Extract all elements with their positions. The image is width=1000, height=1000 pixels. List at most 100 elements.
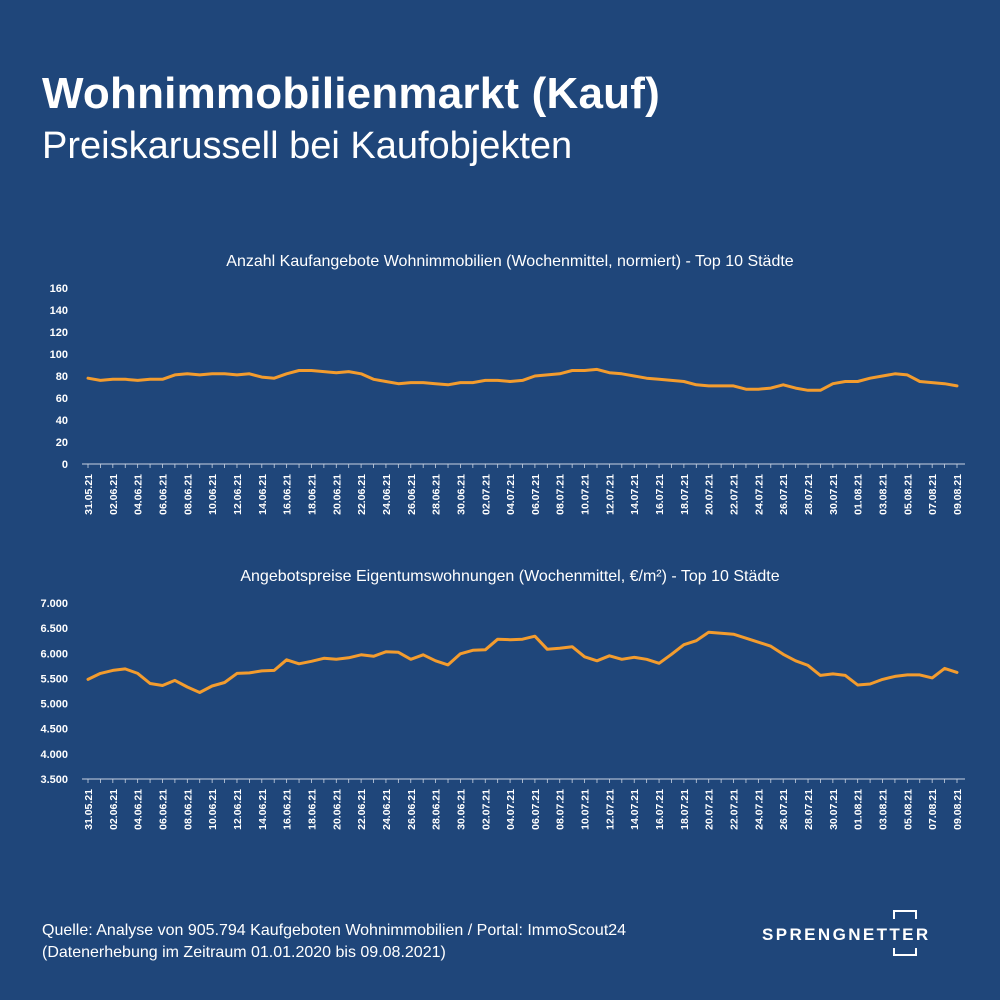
x-tick-label: 08.07.21 <box>555 474 567 515</box>
x-tick-label: 30.06.21 <box>455 789 467 830</box>
data-point <box>310 369 313 372</box>
x-tick-label: 06.07.21 <box>530 474 542 515</box>
data-point <box>794 387 797 390</box>
x-tick-label: 12.06.21 <box>232 789 244 830</box>
data-point <box>757 641 760 644</box>
data-point <box>956 384 959 387</box>
data-point <box>397 382 400 385</box>
data-point <box>720 632 723 635</box>
y-tick-label: 100 <box>50 349 68 361</box>
y-tick-label: 6.000 <box>40 648 68 660</box>
data-point <box>757 388 760 391</box>
data-point <box>856 683 859 686</box>
x-tick-label: 28.07.21 <box>803 474 815 515</box>
data-point <box>372 655 375 658</box>
data-point <box>248 372 251 375</box>
data-point <box>695 383 698 386</box>
x-tick-label: 10.07.21 <box>580 789 592 830</box>
x-tick-label: 18.06.21 <box>306 474 318 515</box>
data-point <box>248 671 251 674</box>
y-tick-label: 5.000 <box>40 699 68 711</box>
data-point <box>422 381 425 384</box>
data-point <box>273 669 276 672</box>
data-point <box>484 379 487 382</box>
data-point <box>260 669 263 672</box>
x-tick-label: 20.06.21 <box>331 789 343 830</box>
data-point <box>173 679 176 682</box>
y-tick-label: 80 <box>56 371 68 383</box>
data-point <box>869 377 872 380</box>
x-tick-label: 04.06.21 <box>133 789 145 830</box>
data-point <box>844 674 847 677</box>
data-point <box>161 684 164 687</box>
y-tick-label: 4.000 <box>40 749 68 761</box>
data-point <box>956 671 959 674</box>
data-point <box>322 370 325 373</box>
data-point <box>223 681 226 684</box>
x-tick-label: 22.07.21 <box>729 474 741 515</box>
data-point <box>769 387 772 390</box>
data-point <box>447 383 450 386</box>
data-point <box>682 643 685 646</box>
data-point <box>931 381 934 384</box>
data-point <box>285 372 288 375</box>
data-point <box>422 653 425 656</box>
x-tick-label: 26.07.21 <box>778 789 790 830</box>
data-point <box>546 373 549 376</box>
data-point <box>124 378 127 381</box>
x-tick-label: 12.07.21 <box>604 789 616 830</box>
x-tick-label: 12.06.21 <box>232 474 244 515</box>
data-point <box>931 676 934 679</box>
data-point <box>707 631 710 634</box>
data-point <box>807 389 810 392</box>
x-tick-label: 24.07.21 <box>753 474 765 515</box>
data-point <box>87 678 90 681</box>
data-point <box>881 678 884 681</box>
data-point <box>819 389 822 392</box>
data-point <box>298 662 301 665</box>
data-point <box>807 664 810 667</box>
series-line <box>86 630 959 694</box>
x-tick-label: 06.06.21 <box>157 474 169 515</box>
data-point <box>893 372 896 375</box>
data-point <box>558 647 561 650</box>
data-point <box>459 381 462 384</box>
data-point <box>583 655 586 658</box>
x-tick-label: 07.08.21 <box>927 789 939 830</box>
x-tick-label: 18.07.21 <box>679 789 691 830</box>
data-point <box>856 380 859 383</box>
data-point <box>707 384 710 387</box>
logo-frame-icon <box>893 910 917 956</box>
data-point <box>595 659 598 662</box>
data-point <box>434 659 437 662</box>
data-point <box>546 648 549 651</box>
data-point <box>645 377 648 380</box>
x-tick-label: 31.05.21 <box>83 474 95 515</box>
x-tick-label: 02.06.21 <box>108 789 120 830</box>
x-tick-label: 14.06.21 <box>257 789 269 830</box>
apartment-price-chart: Angebotspreise Eigentumswohnungen (Woche… <box>40 568 965 830</box>
data-point <box>720 384 723 387</box>
data-point <box>298 369 301 372</box>
data-point <box>186 372 189 375</box>
data-point <box>471 381 474 384</box>
data-point <box>273 377 276 380</box>
data-point <box>533 375 536 378</box>
data-point <box>608 654 611 657</box>
x-tick-label: 30.07.21 <box>828 789 840 830</box>
data-point <box>360 653 363 656</box>
x-tick-label: 04.07.21 <box>505 789 517 830</box>
x-tick-label: 12.07.21 <box>604 474 616 515</box>
data-point <box>943 667 946 670</box>
data-point <box>658 662 661 665</box>
data-point <box>99 379 102 382</box>
x-tick-label: 04.07.21 <box>505 474 517 515</box>
y-tick-label: 5.500 <box>40 673 68 685</box>
data-point <box>124 667 127 670</box>
data-point <box>521 379 524 382</box>
x-tick-label: 09.08.21 <box>952 474 964 515</box>
data-point <box>347 370 350 373</box>
x-tick-label: 02.07.21 <box>480 789 492 830</box>
data-point <box>447 663 450 666</box>
data-point <box>881 375 884 378</box>
